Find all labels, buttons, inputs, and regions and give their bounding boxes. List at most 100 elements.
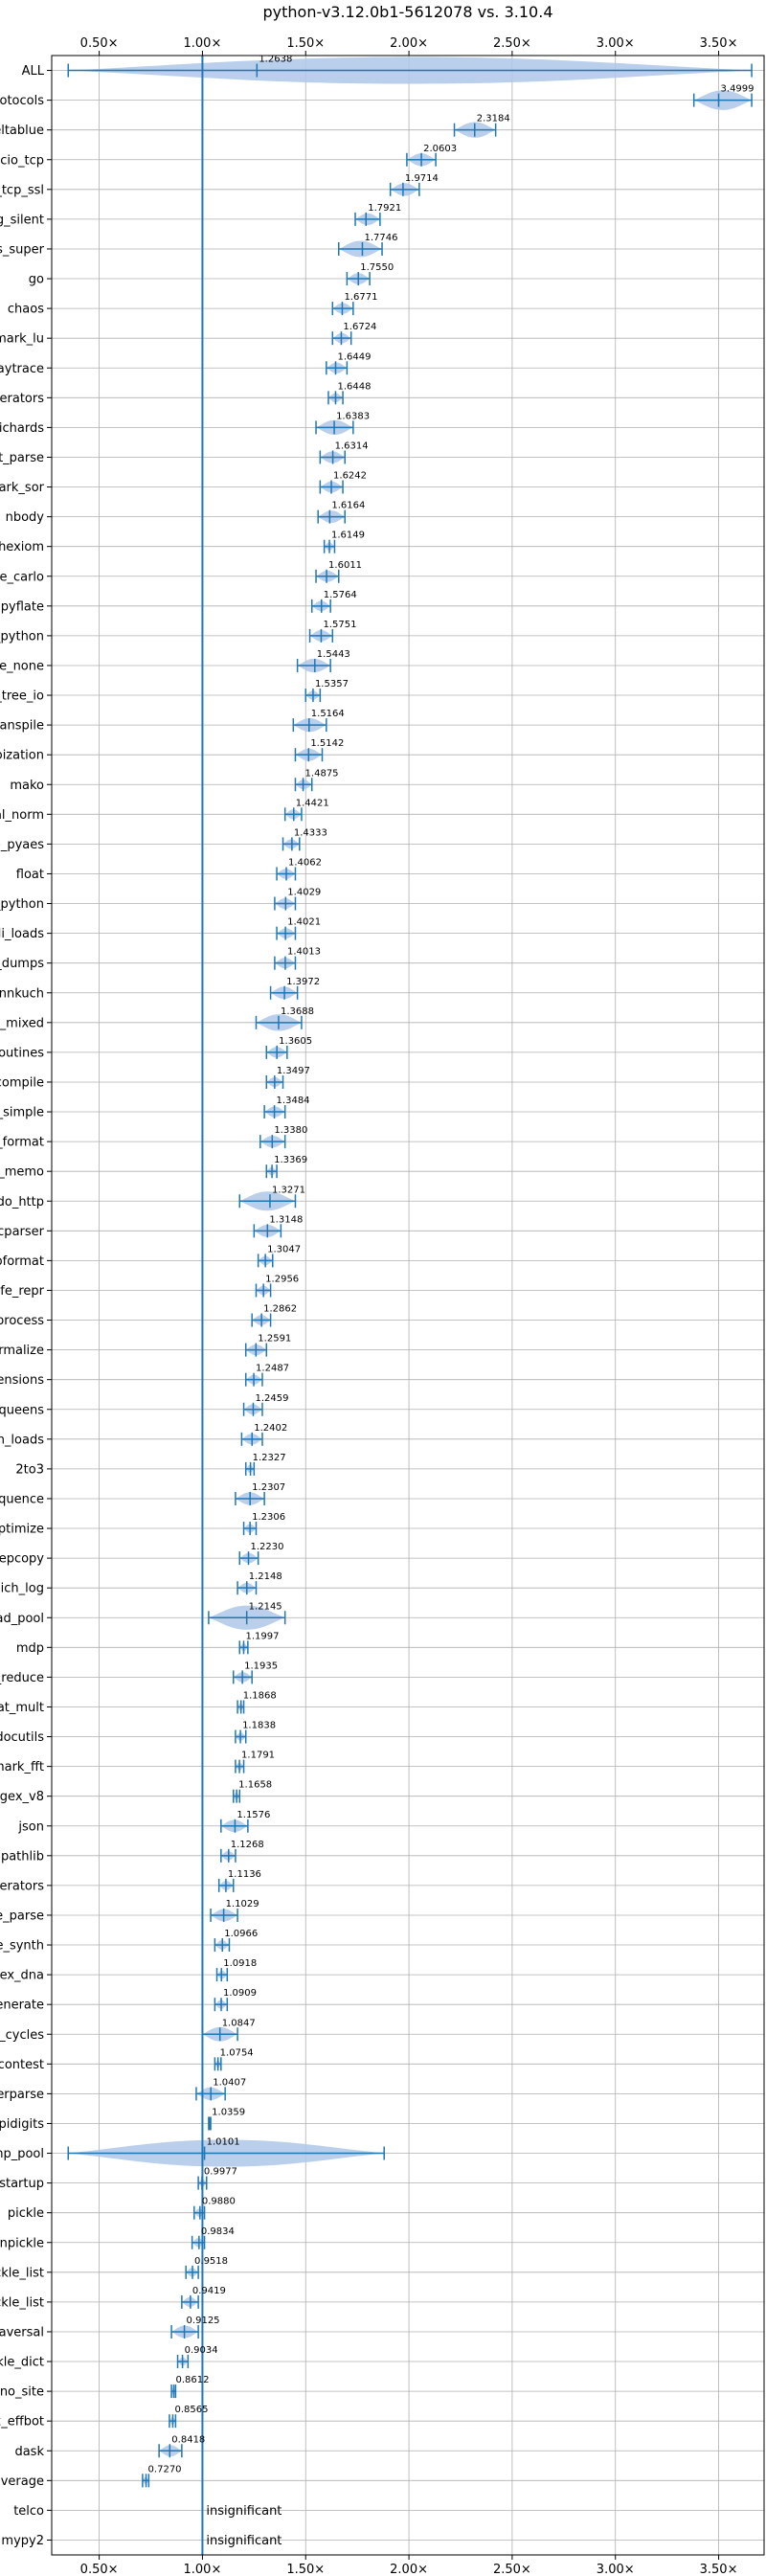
value-label: 1.6449 bbox=[338, 351, 372, 362]
value-label: 1.1868 bbox=[243, 1690, 277, 1701]
benchmark-label: sqlglot_normalize bbox=[0, 1344, 44, 1358]
benchmark-label: pickle_dict bbox=[0, 2356, 44, 2370]
value-label: 1.1997 bbox=[245, 1631, 279, 1641]
benchmark-label: chaos bbox=[8, 303, 44, 317]
value-label: 1.3369 bbox=[274, 1155, 307, 1165]
benchmark-label: deltablue bbox=[0, 124, 44, 138]
value-label: 1.3497 bbox=[277, 1066, 310, 1076]
value-label: 0.8565 bbox=[174, 2405, 208, 2415]
x-tick-label-bottom: 3.50× bbox=[700, 2563, 738, 2576]
benchmark-label: unpickle_pure_python bbox=[0, 629, 44, 644]
benchmark-label: async_tree_io bbox=[0, 689, 44, 704]
benchmark-label: float bbox=[16, 868, 44, 882]
benchmark-label: json_dumps bbox=[0, 957, 44, 971]
value-label: 1.6771 bbox=[344, 292, 377, 303]
value-label: 1.3688 bbox=[281, 1006, 314, 1017]
value-label: 1.2487 bbox=[256, 1364, 289, 1374]
benchmark-label: richards bbox=[0, 421, 44, 436]
value-label: 0.9880 bbox=[202, 2197, 236, 2207]
benchmark-label: json_loads bbox=[0, 1433, 44, 1447]
value-label: 1.2306 bbox=[252, 1512, 285, 1523]
value-label: 1.7921 bbox=[368, 203, 401, 214]
benchmark-label: unpack_sequence bbox=[0, 1492, 44, 1506]
value-label: 1.3148 bbox=[269, 1214, 303, 1225]
benchmark-label: gc_traversal bbox=[0, 2325, 44, 2339]
benchmark-label: pprint_safe_repr bbox=[0, 1284, 45, 1299]
value-label: 1.0918 bbox=[223, 1958, 257, 1969]
benchmark-label: pyflate bbox=[1, 599, 44, 614]
value-label: 1.1268 bbox=[231, 1840, 264, 1850]
value-label: 1.2638 bbox=[259, 55, 292, 65]
benchmark-label: mdp bbox=[16, 1641, 44, 1656]
benchmark-label: fannkuch bbox=[0, 986, 44, 1001]
benchmark-label: python_startup_no_site bbox=[0, 2385, 44, 2400]
value-label: 1.4029 bbox=[287, 888, 321, 898]
value-label: 1.6011 bbox=[328, 560, 362, 571]
x-tick-label-top: 0.50× bbox=[80, 36, 119, 51]
plot-background bbox=[52, 56, 764, 2555]
x-tick-label-bottom: 0.50× bbox=[80, 2563, 119, 2576]
benchmark-label: richards_super bbox=[0, 242, 45, 257]
benchmark-label: scimark_sparse_mat_mult bbox=[0, 1701, 44, 1715]
benchmark-label: nbody bbox=[6, 510, 45, 525]
benchmark-label: bench_thread_pool bbox=[0, 1612, 44, 1626]
x-tick-label-top: 1.50× bbox=[286, 36, 325, 51]
benchmark-label: meteor_contest bbox=[0, 2058, 44, 2072]
value-label: 1.6724 bbox=[343, 322, 376, 332]
value-label: 1.2956 bbox=[265, 1274, 299, 1284]
benchmark-label: nqueens bbox=[0, 1403, 44, 1417]
value-label: 1.6383 bbox=[336, 411, 370, 421]
benchmark-label: async_generators bbox=[0, 1879, 44, 1893]
value-label: 1.2459 bbox=[255, 1393, 288, 1404]
value-label: 0.9977 bbox=[204, 2167, 237, 2178]
value-label: 1.3047 bbox=[267, 1244, 301, 1254]
benchmark-label: sqlglot_parse bbox=[0, 451, 44, 465]
x-tick-label-bottom: 2.00× bbox=[390, 2563, 428, 2576]
value-label: 2.0603 bbox=[423, 144, 457, 154]
value-label: 1.3605 bbox=[279, 1036, 312, 1047]
benchmark-label: sqlglot_optimize bbox=[0, 1523, 44, 1537]
value-label: 1.1029 bbox=[226, 1899, 259, 1909]
value-label: 1.1576 bbox=[237, 1810, 270, 1820]
value-label: 1.0101 bbox=[207, 2137, 240, 2148]
x-tick-label-top: 1.00× bbox=[184, 36, 222, 51]
benchmark-label: regex_effbot bbox=[0, 2415, 44, 2429]
value-label: 1.0847 bbox=[222, 2018, 256, 2028]
value-label: 1.2148 bbox=[249, 1571, 282, 1582]
benchmark-label: bench_mp_pool bbox=[0, 2147, 44, 2161]
value-label: 1.3972 bbox=[286, 977, 320, 987]
value-label: 3.4999 bbox=[721, 84, 755, 95]
value-label: 1.4013 bbox=[287, 947, 321, 958]
value-label: 1.7746 bbox=[364, 233, 397, 243]
x-tick-label-top: 2.00× bbox=[390, 36, 428, 51]
value-label: 1.5751 bbox=[323, 620, 356, 630]
value-label: 1.0407 bbox=[213, 2077, 246, 2088]
benchmark-label: unpickle_list bbox=[0, 2266, 44, 2280]
benchmark-label: raytrace bbox=[0, 362, 44, 376]
benchmark-label: pidigits bbox=[0, 2117, 44, 2132]
value-label: 0.9834 bbox=[201, 2226, 235, 2237]
value-label: 1.2145 bbox=[249, 1601, 282, 1612]
benchmark-label: tornado_http bbox=[0, 1195, 44, 1209]
value-label: 1.4021 bbox=[287, 917, 321, 928]
value-label: 1.2591 bbox=[258, 1334, 291, 1344]
value-label: 1.2230 bbox=[251, 1542, 284, 1552]
value-label: 1.3484 bbox=[277, 1096, 310, 1106]
benchmark-label: dask bbox=[14, 2445, 44, 2459]
benchmark-label: deepcopy_reduce bbox=[0, 1671, 44, 1685]
grid-layer bbox=[52, 56, 764, 2555]
chart-title: python-v3.12.0b1-5612078 vs. 3.10.4 bbox=[263, 3, 553, 21]
benchmark-label: async_tree_memoization bbox=[0, 749, 44, 763]
label-layer: 1.2638 3.4999 2.3184 2.0603 1.9714 1.7921 1.77… bbox=[148, 55, 755, 2548]
benchmark-label: logging_silent bbox=[0, 213, 44, 227]
benchmark-label: scimark_fft bbox=[0, 1760, 44, 1774]
benchmark-label: pycparser bbox=[0, 1225, 45, 1239]
benchmark-label: telco bbox=[13, 2504, 44, 2519]
benchmark-label: spectral_norm bbox=[0, 808, 44, 823]
value-label: 1.1791 bbox=[241, 1751, 275, 1761]
value-label: 1.6314 bbox=[335, 441, 369, 451]
